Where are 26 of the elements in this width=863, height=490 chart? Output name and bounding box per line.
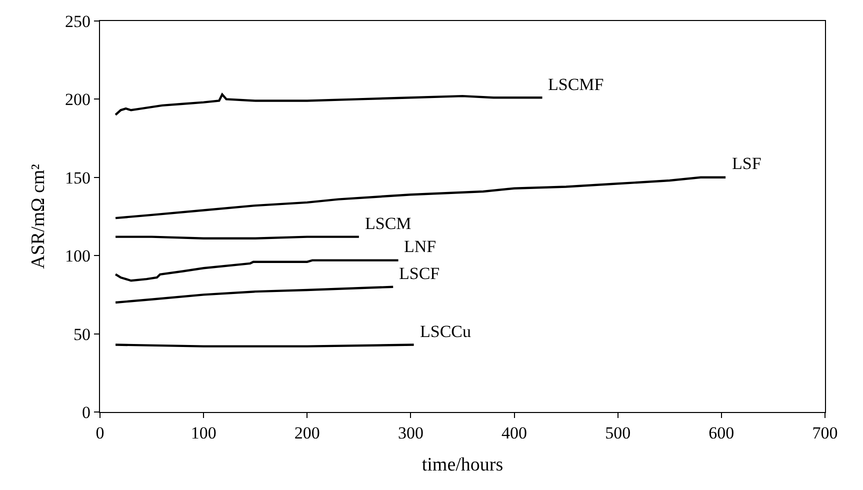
line-series bbox=[114, 259, 400, 282]
y-tick-label: 0 bbox=[82, 402, 90, 422]
series-label: LSCCu bbox=[420, 322, 472, 341]
x-tick-label: 400 bbox=[502, 424, 528, 442]
y-tick-label: 100 bbox=[65, 246, 90, 266]
series-label: LSF bbox=[732, 154, 762, 173]
x-tick-label: 100 bbox=[190, 424, 216, 442]
x-tick-label: 500 bbox=[605, 424, 631, 442]
y-tick-label: 150 bbox=[65, 168, 90, 188]
series-label: LSCMF bbox=[548, 75, 604, 94]
x-tick-label: 600 bbox=[708, 424, 734, 442]
x-tick-label: 0 bbox=[96, 424, 104, 442]
line-series bbox=[114, 93, 544, 116]
line-series bbox=[114, 176, 727, 220]
x-tick-label: 200 bbox=[294, 424, 320, 442]
y-tick-label: 200 bbox=[65, 90, 90, 110]
y-tick-label: 50 bbox=[74, 324, 90, 344]
x-axis-title: time/hours bbox=[422, 454, 504, 476]
series-label: LSCF bbox=[399, 264, 440, 283]
series-label: LSCM bbox=[365, 214, 412, 233]
y-tick-label: 250 bbox=[65, 12, 90, 31]
x-tick-label: 300 bbox=[398, 424, 424, 442]
line-series bbox=[114, 286, 394, 304]
y-axis-title: ASR/mΩ cm² bbox=[28, 164, 49, 269]
series-label: LNF bbox=[404, 237, 436, 256]
x-tick-label: 700 bbox=[812, 424, 838, 442]
